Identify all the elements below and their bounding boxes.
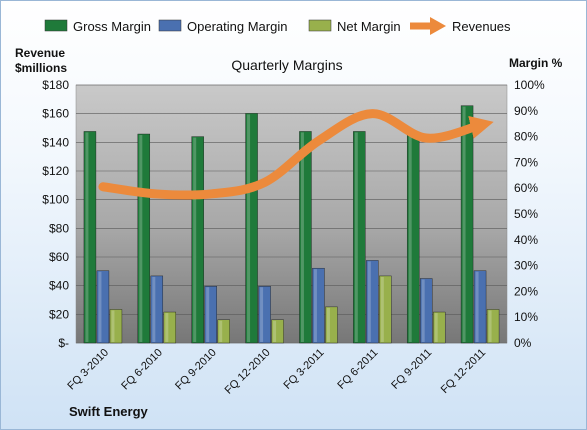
bar-operating-margin: [312, 267, 325, 344]
revenue-line: [98, 109, 494, 200]
legend-label: Gross Margin: [73, 19, 151, 34]
right-tick-label: 80%: [514, 130, 538, 144]
bar-gross-margin: [191, 136, 204, 344]
bar-highlight: [247, 114, 251, 342]
bar-net-margin: [325, 306, 338, 344]
x-tick-label: FQ 6-2010: [119, 347, 165, 393]
right-tick-label: 90%: [514, 104, 538, 118]
bar-highlight: [488, 310, 492, 342]
bar-highlight: [98, 271, 102, 342]
legend-swatch: [158, 19, 182, 32]
bar-highlight: [367, 261, 371, 342]
right-tick-label: 60%: [514, 181, 538, 195]
right-axis-label: Margin %: [509, 56, 563, 70]
left-tick-label: $-: [58, 336, 69, 350]
x-tick-label: FQ 12-2011: [439, 347, 488, 396]
bar-operating-margin: [258, 286, 271, 344]
x-tick-label: FQ 12-2010: [223, 347, 273, 397]
bar-highlight: [206, 287, 210, 342]
bar-gross-margin: [137, 133, 151, 344]
right-tick-label: 40%: [514, 233, 538, 247]
bar-highlight: [326, 307, 330, 342]
bar-highlight: [408, 135, 412, 342]
left-tick-label: $120: [42, 164, 69, 178]
left-tick-label: $140: [42, 135, 69, 149]
legend-label: Net Margin: [337, 19, 401, 34]
left-tick-label: $100: [42, 193, 69, 207]
right-tick-label: 20%: [514, 284, 538, 298]
bar-net-margin: [271, 319, 284, 344]
bar-highlight: [111, 310, 115, 342]
bar-highlight: [354, 132, 358, 342]
left-tick-label: $80: [49, 221, 69, 235]
left-axis-ticks: $- $20 $40 $60 $80 $100 $120 $140 $160 $180: [42, 78, 69, 350]
bar-highlight: [475, 271, 479, 342]
x-tick-label: FQ 6-2011: [335, 347, 380, 392]
chart-title: Quarterly Margins: [231, 57, 342, 73]
left-tick-label: $40: [49, 279, 69, 293]
bar-net-margin: [379, 275, 392, 344]
legend: Gross Margin Operating Margin Net Margin Re…: [44, 17, 511, 35]
bar-highlight: [313, 269, 317, 342]
bar-net-margin: [217, 319, 230, 344]
bar-highlight: [165, 313, 169, 342]
bar-highlight: [380, 276, 384, 342]
footer-label: Swift Energy: [69, 404, 149, 419]
left-tick-label: $20: [49, 307, 69, 321]
bar-highlight: [421, 279, 425, 342]
bar-highlight: [273, 320, 277, 342]
revenue-series-line: [98, 109, 494, 200]
bar-highlight: [300, 132, 304, 342]
left-axis-label-line1: Revenue: [15, 46, 65, 60]
bar-net-margin: [432, 311, 446, 344]
bar-highlight: [219, 320, 223, 342]
bar-highlight: [152, 276, 156, 342]
bar-net-margin: [163, 311, 177, 344]
right-axis-ticks: 0% 10% 20% 30% 40% 50% 60% 70% 80% 90% 100%: [514, 78, 545, 350]
legend-swatch: [44, 19, 68, 32]
x-axis-ticks: FQ 3-2010 FQ 6-2010 FQ 9-2010 FQ 12-2010 FQ …: [65, 347, 488, 397]
bar-operating-margin: [473, 270, 487, 344]
x-tick-label: FQ 9-2011: [389, 347, 434, 392]
bar-series: [83, 105, 500, 344]
right-tick-label: 70%: [514, 155, 538, 169]
bar-gross-margin: [353, 131, 366, 344]
bar-highlight: [139, 135, 143, 342]
right-tick-label: 30%: [514, 259, 538, 273]
bar-highlight: [193, 137, 197, 342]
right-tick-label: 10%: [514, 310, 538, 324]
right-tick-label: 50%: [514, 207, 538, 221]
bar-highlight: [260, 287, 264, 342]
bar-highlight: [462, 106, 466, 342]
bar-operating-margin: [419, 278, 433, 344]
bar-operating-margin: [96, 270, 110, 344]
bar-highlight: [85, 132, 89, 342]
legend-label: Revenues: [452, 19, 511, 34]
left-tick-label: $180: [42, 78, 69, 92]
bar-operating-margin: [366, 260, 379, 344]
x-tick-label: FQ 9-2010: [173, 347, 219, 393]
left-axis-label-line2: $millions: [15, 61, 67, 75]
legend-swatch: [308, 19, 332, 32]
x-tick-label: FQ 3-2010: [65, 347, 111, 393]
bar-net-margin: [486, 309, 500, 344]
left-tick-label: $60: [49, 250, 69, 264]
x-tick-label: FQ 3-2011: [281, 347, 326, 392]
bar-operating-margin: [204, 286, 217, 344]
bar-operating-margin: [150, 275, 164, 344]
bar-gross-margin: [83, 131, 97, 344]
right-tick-label: 100%: [514, 78, 545, 92]
left-tick-label: $160: [42, 107, 69, 121]
bar-gross-margin: [245, 113, 258, 344]
bar-gross-margin: [299, 131, 312, 344]
legend-arrow-icon: [430, 17, 446, 35]
bar-highlight: [434, 313, 438, 342]
right-tick-label: 0%: [514, 336, 532, 350]
bar-net-margin: [109, 309, 123, 344]
legend-label: Operating Margin: [187, 19, 287, 34]
bar-gross-margin: [460, 105, 474, 344]
